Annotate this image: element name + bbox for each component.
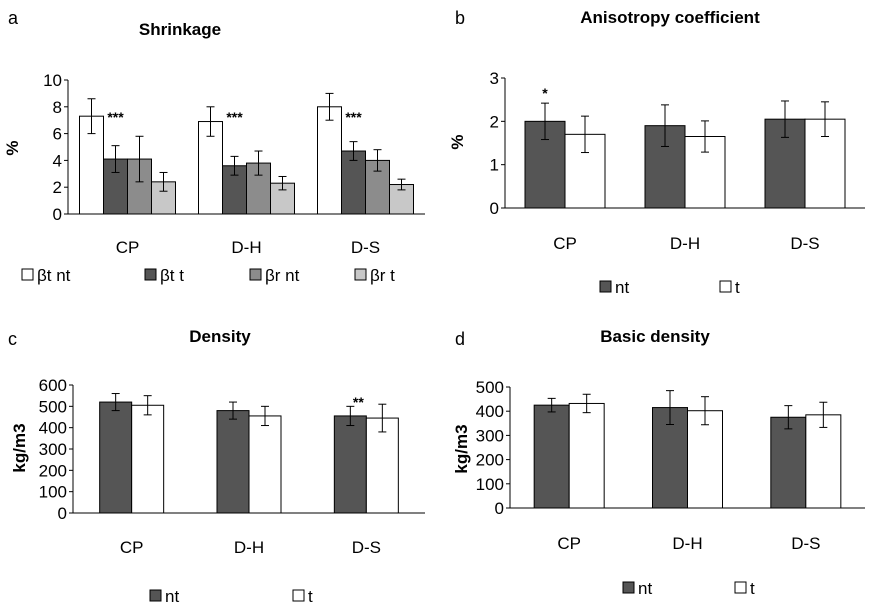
bar	[687, 410, 723, 509]
y-tick-label: 4	[53, 151, 62, 170]
legend-label: nt	[638, 579, 652, 598]
y-tick-label: 0	[490, 199, 499, 218]
significance-label: ***	[345, 109, 362, 125]
y-tick-label: 1	[490, 156, 499, 175]
chart-panel-d: d Basic density 0 100 200 300 400 500 kg/m3 CP D…	[445, 315, 885, 607]
y-tick-label: 500	[476, 378, 504, 397]
chart-svg: 0 2 4 6 8 10% CP *** D-H *** D-S *** βt nt βt t βr nt β…	[3, 71, 425, 285]
y-tick-label: 200	[476, 451, 504, 470]
bar	[770, 416, 807, 509]
y-tick-label: 3	[490, 69, 499, 88]
chart-title: Anisotropy coefficient	[580, 8, 760, 27]
x-category-label: D-H	[234, 538, 264, 557]
y-tick-label: 0	[58, 504, 67, 523]
chart-panel-a: a Shrinkage 0 2 4 6 8 10% CP *** D-H *** D-S *** βt …	[0, 0, 440, 300]
y-axis-label: %	[3, 140, 22, 155]
chart-svg: 0 100 200 300 400 500 600 kg/m3 CP D-H D-S ** nt t	[10, 376, 425, 606]
panel-label: b	[455, 8, 466, 28]
y-tick-label: 8	[53, 98, 62, 117]
legend-label: βt nt	[37, 266, 71, 285]
x-category-label: CP	[120, 538, 144, 557]
y-tick-label: 6	[53, 125, 62, 144]
significance-label: *	[542, 85, 548, 101]
bar	[99, 401, 133, 514]
chart-svg: 0 1 2 3% CP * D-H D-S nt t	[448, 69, 865, 297]
legend-label: nt	[615, 278, 629, 297]
x-category-label: D-S	[791, 534, 820, 553]
x-category-label: CP	[557, 534, 581, 553]
y-tick-label: 10	[43, 71, 62, 90]
y-tick-label: 600	[39, 376, 67, 395]
chart-title: Density	[189, 327, 251, 346]
bar	[131, 404, 165, 514]
panel-label: d	[455, 329, 466, 349]
chart-panel-b: b Anisotropy coefficient 0 1 2 3% CP * D-H D-S n…	[445, 0, 885, 310]
y-axis-label: kg/m3	[452, 424, 471, 473]
x-category-label: D-H	[231, 238, 261, 257]
panel-label: a	[8, 8, 19, 28]
legend-swatch	[599, 280, 612, 293]
significance-label: ***	[226, 109, 243, 125]
significance-label: **	[353, 394, 364, 410]
legend-label: βr t	[370, 266, 395, 285]
bar	[198, 121, 223, 215]
legend-label: t	[750, 579, 755, 598]
chart-panel-c: c Density 0 100 200 300 400 500 600 kg/m3 CP D-H D…	[0, 315, 440, 607]
x-category-label: D-S	[352, 538, 381, 557]
bar	[103, 158, 128, 215]
bar	[248, 415, 282, 514]
y-axis-label: %	[448, 134, 467, 149]
y-axis-label: kg/m3	[10, 423, 29, 472]
x-category-label: D-S	[351, 238, 380, 257]
legend-label: nt	[165, 587, 179, 606]
y-tick-label: 0	[495, 499, 504, 518]
legend-swatch	[354, 268, 367, 281]
legend-swatch	[144, 268, 157, 281]
y-tick-label: 400	[476, 402, 504, 421]
bar	[568, 402, 605, 509]
y-tick-label: 500	[39, 397, 67, 416]
bar	[216, 410, 250, 514]
legend-swatch	[21, 268, 34, 281]
chart-title: Shrinkage	[138, 20, 222, 39]
significance-label: ***	[107, 109, 124, 125]
y-tick-label: 400	[39, 419, 67, 438]
y-tick-label: 100	[39, 483, 67, 502]
legend-label: βr nt	[265, 266, 300, 285]
legend-swatch	[249, 268, 262, 281]
bar	[805, 414, 842, 509]
legend-swatch	[719, 280, 732, 293]
x-category-label: D-H	[672, 534, 702, 553]
legend-swatch	[292, 589, 305, 602]
y-tick-label: 200	[39, 461, 67, 480]
bar	[533, 404, 570, 509]
legend-swatch	[734, 581, 747, 594]
legend-swatch	[149, 589, 162, 602]
legend-label: t	[735, 278, 740, 297]
y-tick-label: 100	[476, 475, 504, 494]
y-tick-label: 2	[490, 112, 499, 131]
x-category-label: CP	[553, 234, 577, 253]
legend-swatch	[622, 581, 635, 594]
chart-svg: 0 100 200 300 400 500 kg/m3 CP D-H D-S nt t	[452, 378, 865, 598]
panel-label: c	[8, 329, 17, 349]
bar	[333, 415, 367, 514]
x-category-label: D-H	[670, 234, 700, 253]
bar	[341, 150, 366, 215]
legend-label: t	[308, 587, 313, 606]
x-category-label: CP	[116, 238, 140, 257]
y-tick-label: 300	[476, 426, 504, 445]
legend-label: βt t	[160, 266, 184, 285]
x-category-label: D-S	[790, 234, 819, 253]
y-tick-label: 2	[53, 178, 62, 197]
y-tick-label: 300	[39, 440, 67, 459]
y-tick-label: 0	[53, 205, 62, 224]
chart-title: Basic density	[600, 327, 710, 346]
bar	[127, 158, 152, 215]
bar	[317, 106, 342, 215]
